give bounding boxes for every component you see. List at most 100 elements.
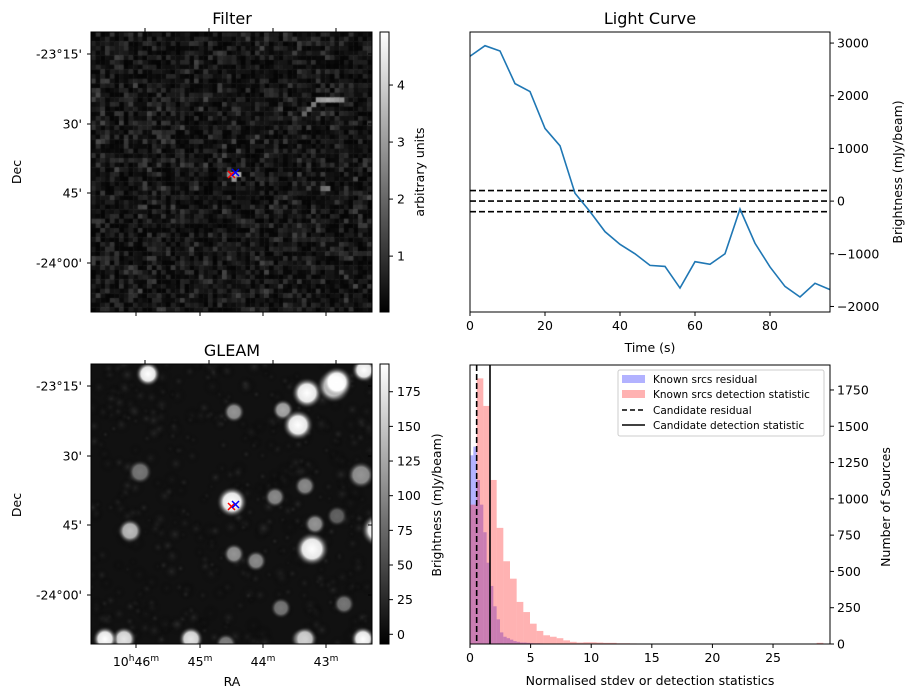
gleam-candidate-red-x-marker xyxy=(227,502,236,511)
residual-hist-bar xyxy=(516,641,520,644)
filter-colorbar-tick-label: 4 xyxy=(397,78,405,93)
xtick-part: 10 xyxy=(113,654,129,669)
histogram-xtick-label: 10 xyxy=(583,650,599,665)
gleam-colorbar xyxy=(379,363,390,645)
filter-candidate-red-x-marker xyxy=(227,170,236,179)
gleam-candidate-blue-x-marker xyxy=(231,500,240,509)
histogram-ytick-label: 1500 xyxy=(837,419,869,434)
residual-hist-bar xyxy=(520,642,524,644)
residual-hist-bar xyxy=(503,636,507,644)
detection-hist-bar xyxy=(550,636,557,644)
gleam-ytick-label: 30' xyxy=(63,449,82,464)
legend-swatch-residual xyxy=(622,375,645,383)
xtick-part: 43 xyxy=(314,654,330,669)
gleam-xtick-label: 45m xyxy=(188,654,213,669)
filter-ytick-label: 45' xyxy=(63,186,82,201)
residual-hist-bar xyxy=(526,642,530,644)
detection-hist-bar xyxy=(483,405,490,644)
residual-hist-bar xyxy=(490,585,494,644)
detection-hist-bar xyxy=(603,642,610,644)
residual-hist-bar xyxy=(486,562,490,644)
xtick-part: 44 xyxy=(251,654,267,669)
gleam-ytick-label: -23°15' xyxy=(36,379,82,394)
gleam-xtick-label: 10h46m xyxy=(113,654,159,669)
histogram-ytick-label: 500 xyxy=(837,564,861,579)
detection-hist-bar xyxy=(503,561,510,644)
detection-hist-bar xyxy=(556,638,564,644)
residual-hist-bar xyxy=(500,632,504,644)
lightcurve-frame xyxy=(469,31,831,313)
histogram-ytick-label: 1250 xyxy=(837,455,869,470)
residual-hist-bar xyxy=(506,638,510,644)
detection-hist-bar xyxy=(576,642,584,644)
detection-hist-bar xyxy=(610,642,617,644)
histogram-ytick-label: 1750 xyxy=(837,382,869,397)
legend-box xyxy=(617,369,825,437)
filter-image xyxy=(91,32,372,312)
filter-colorbar-label: arbitrary units xyxy=(412,127,427,216)
lightcurve-ytick-label: 2000 xyxy=(837,88,869,103)
gleam-xtick-label: 43m xyxy=(314,654,339,669)
filter-ylabel: Dec xyxy=(9,160,24,184)
gleam-colorbar-tick-label: 150 xyxy=(397,419,421,434)
lightcurve-xtick-label: 60 xyxy=(687,318,703,333)
gleam-ytick-label: -24°00' xyxy=(36,588,82,603)
lightcurve-ytick-label: 1000 xyxy=(837,141,869,156)
residual-hist-bar xyxy=(480,504,484,644)
detection-hist-bar xyxy=(563,640,570,644)
filter-title: Filter xyxy=(212,9,252,28)
histogram-xtick-label: 5 xyxy=(527,650,535,665)
detection-hist-bar xyxy=(543,635,550,644)
detection-hist-bar xyxy=(583,642,590,644)
histogram-xtick-label: 20 xyxy=(704,650,720,665)
detection-hist-bar xyxy=(516,601,524,644)
gleam-xtick-label: 44m xyxy=(251,654,276,669)
lightcurve-ytick-label: 0 xyxy=(837,194,845,209)
residual-hist-bar xyxy=(496,619,500,644)
histogram-legend: Known srcs residual Known srcs detection… xyxy=(617,369,825,437)
lightcurve-xtick-label: 0 xyxy=(466,318,474,333)
legend-label-detection: Known srcs detection statistic xyxy=(653,389,810,401)
xtick-part: m xyxy=(204,654,213,664)
histogram-ytick-label: 750 xyxy=(837,528,861,543)
filter-ytick-label: -23°15' xyxy=(36,47,82,62)
gleam-colorbar-tick-label: 0 xyxy=(397,627,405,642)
residual-hist-bar xyxy=(510,639,514,644)
histogram-ytick-label: 250 xyxy=(837,600,861,615)
residual-hist-bar xyxy=(513,641,517,644)
histogram-xlabel: Normalised stdev or detection statistics xyxy=(526,673,775,688)
filter-frame xyxy=(90,31,373,313)
detection-hist-bar xyxy=(570,641,577,644)
filter-colorbar-tick-label: 2 xyxy=(397,192,405,207)
detection-hist-bar xyxy=(490,479,497,644)
lightcurve-ylabel: Brightness (mJy/beam) xyxy=(890,100,905,243)
lightcurve-title: Light Curve xyxy=(604,9,696,28)
lightcurve-xtick-label: 20 xyxy=(537,318,553,333)
xtick-part: m xyxy=(267,654,276,664)
detection-hist-bar xyxy=(536,630,544,644)
xtick-part: 45 xyxy=(188,654,204,669)
residual-hist-bar xyxy=(523,642,527,644)
gleam-ylabel: Dec xyxy=(9,493,24,517)
gleam-colorbar-tick-label: 75 xyxy=(397,523,413,538)
residual-hist-bar xyxy=(470,455,474,644)
filter-colorbar-tick-label: 1 xyxy=(397,249,405,264)
filter-ytick-label: -24°00' xyxy=(36,256,82,271)
histogram-xtick-label: 0 xyxy=(466,650,474,665)
lightcurve-xlabel: Time (s) xyxy=(624,340,676,355)
xtick-part: h xyxy=(129,654,135,664)
residual-hist-bar xyxy=(473,446,477,644)
histogram-ylabel: Number of Sources xyxy=(878,447,893,567)
gleam-ytick-label: 45' xyxy=(63,518,82,533)
lightcurve-ytick-label: −1000 xyxy=(837,246,879,261)
detection-hist-bar xyxy=(816,642,824,644)
legend-label-candidate-residual: Candidate residual xyxy=(653,405,752,417)
detection-hist-bar xyxy=(523,612,530,644)
detection-hist-bar xyxy=(590,642,597,644)
lightcurve-ytick-label: 3000 xyxy=(837,36,869,51)
detection-hist-bar xyxy=(496,527,504,644)
residual-hist-bar xyxy=(476,479,480,644)
gleam-xlabel: RA xyxy=(224,674,241,689)
histogram-xtick-label: 15 xyxy=(644,650,660,665)
legend-label-residual: Known srcs residual xyxy=(653,374,757,386)
